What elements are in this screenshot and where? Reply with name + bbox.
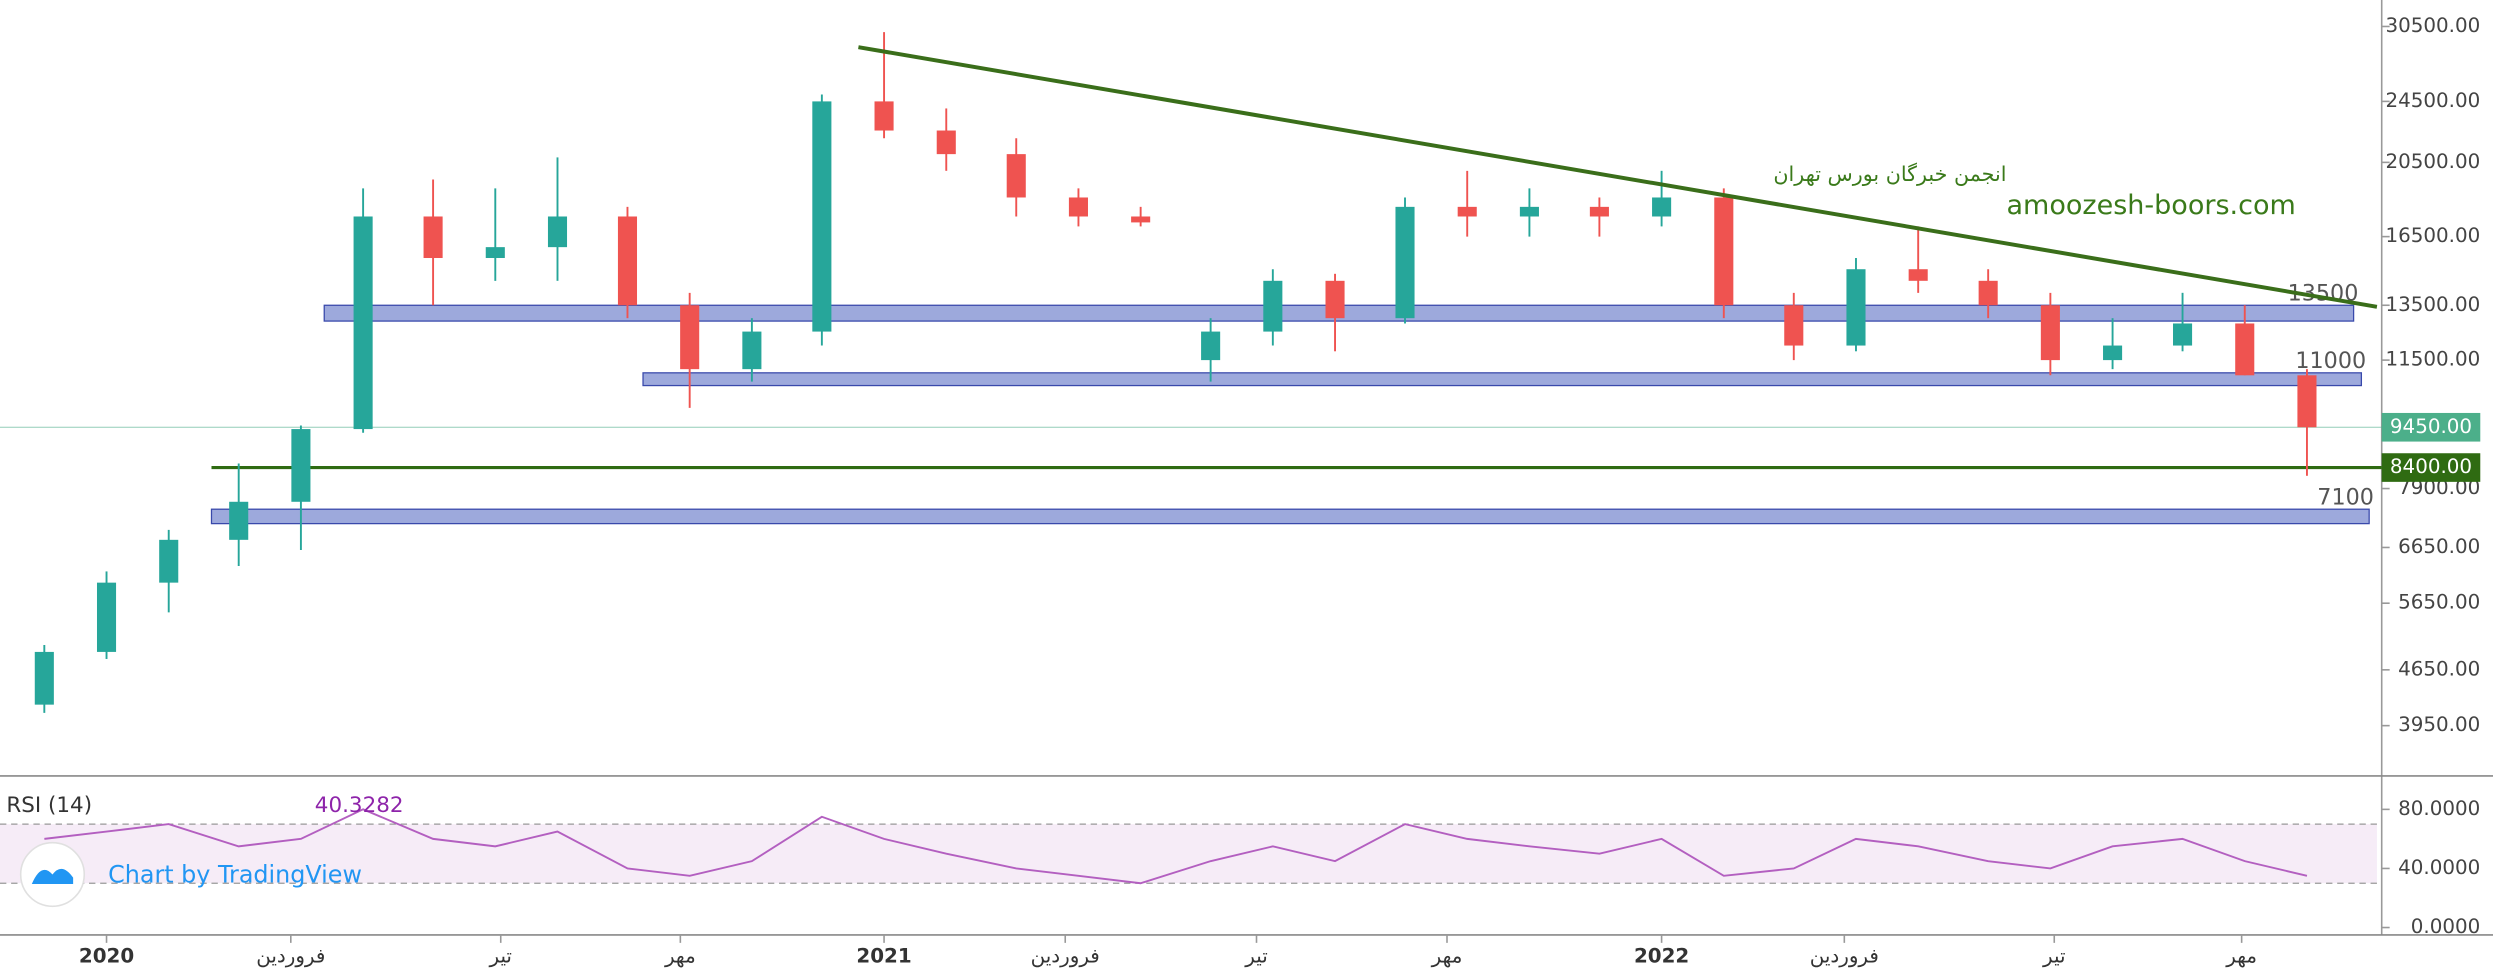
candle-body: [1201, 331, 1221, 361]
last-price-box: [2381, 412, 2481, 442]
candle-body: [874, 101, 894, 131]
y-tick-label: 6650.00: [2398, 535, 2480, 558]
y-tick-label: 16500.00: [2386, 224, 2481, 247]
zone: [210, 508, 2370, 525]
zone-label: 7100: [2317, 485, 2374, 511]
x-tick-label: 2022: [1634, 945, 1689, 968]
trendline: [858, 45, 2378, 309]
y-tick-label: 0.0000: [2411, 915, 2480, 938]
x-tick-label: مهر: [664, 945, 696, 968]
candle-body: [2103, 345, 2123, 361]
support-label: 8400.00: [2390, 455, 2472, 478]
candle-body: [159, 539, 179, 583]
candle-body: [2235, 323, 2255, 376]
candle-body: [547, 216, 568, 248]
y-tick-label: 5650.00: [2398, 591, 2480, 614]
candle-body: [1652, 197, 1672, 217]
y-tick-label: 11500.00: [2386, 348, 2481, 371]
candle-body: [1784, 305, 1804, 346]
x-tick-label: تیر: [488, 945, 511, 968]
candle-body: [2173, 323, 2193, 346]
rsi-line: [44, 808, 2308, 885]
y-tick-label: 13500.00: [2386, 293, 2481, 316]
candle-body: [1263, 280, 1283, 332]
x-tick-label: فروردین: [1810, 945, 1879, 968]
x-tick-label: 2020: [79, 945, 134, 968]
y-tick-label: 30500.00: [2386, 14, 2481, 37]
branding[interactable]: Chart by TradingView: [108, 861, 362, 889]
candle-body: [1325, 280, 1345, 319]
watermark-site: amoozesh-boors.com: [2006, 190, 2295, 221]
x-tick-label: تیر: [1244, 945, 1267, 968]
candle-body: [617, 216, 638, 306]
rsi-band: [0, 824, 2377, 884]
indicator-value: 40.3282: [315, 793, 404, 818]
candle-body: [1589, 206, 1609, 217]
y-tick-label: 20500.00: [2386, 150, 2481, 173]
x-tick-label: 2021: [856, 945, 911, 968]
support-box: [2381, 453, 2481, 482]
candle-body: [1006, 154, 1026, 198]
x-tick-label: فروردین: [1031, 945, 1100, 968]
candle-body: [936, 130, 956, 155]
zone-label: 11000: [2295, 348, 2366, 374]
y-tick-label: 80.0000: [2398, 797, 2480, 820]
last-price-label: 9450.00: [2390, 415, 2472, 438]
x-tick-label: تیر: [2042, 945, 2065, 968]
y-tick-label: 3950.00: [2398, 713, 2480, 736]
candle-body: [1457, 206, 1477, 217]
watermark-title: انجمن خبرگان بورس تهران: [1773, 162, 2006, 186]
x-tick-label: مهر: [1431, 945, 1463, 968]
candle-body: [742, 331, 762, 370]
candle-body: [1131, 216, 1151, 223]
candle-body: [2297, 375, 2317, 428]
x-tick-label: مهر: [2225, 945, 2257, 968]
tv-logo-mark: [31, 868, 74, 885]
y-tick-label: 24500.00: [2386, 89, 2481, 112]
x-tick-label: فروردین: [256, 945, 325, 968]
candle-body: [229, 501, 249, 540]
candle-body: [812, 101, 832, 332]
candle-body: [1068, 197, 1088, 217]
y-tick-label: 4650.00: [2398, 657, 2480, 680]
candle-body: [96, 582, 117, 652]
candle-body: [485, 247, 505, 259]
candle-body: [1714, 197, 1734, 306]
candle-body: [2040, 305, 2060, 361]
candle-body: [423, 216, 443, 259]
indicator-title: RSI (14): [6, 793, 92, 818]
candle-body: [1519, 206, 1539, 217]
candle-body: [1846, 269, 1866, 346]
candle-body: [291, 429, 311, 502]
zone: [642, 372, 2363, 387]
candle-body: [1395, 206, 1415, 319]
candle-body: [680, 305, 700, 370]
y-tick-label: 40.0000: [2398, 856, 2480, 879]
candle-body: [353, 216, 373, 430]
candle-body: [1978, 280, 1998, 306]
candle-body: [1908, 269, 1928, 281]
candle-body: [34, 651, 54, 705]
